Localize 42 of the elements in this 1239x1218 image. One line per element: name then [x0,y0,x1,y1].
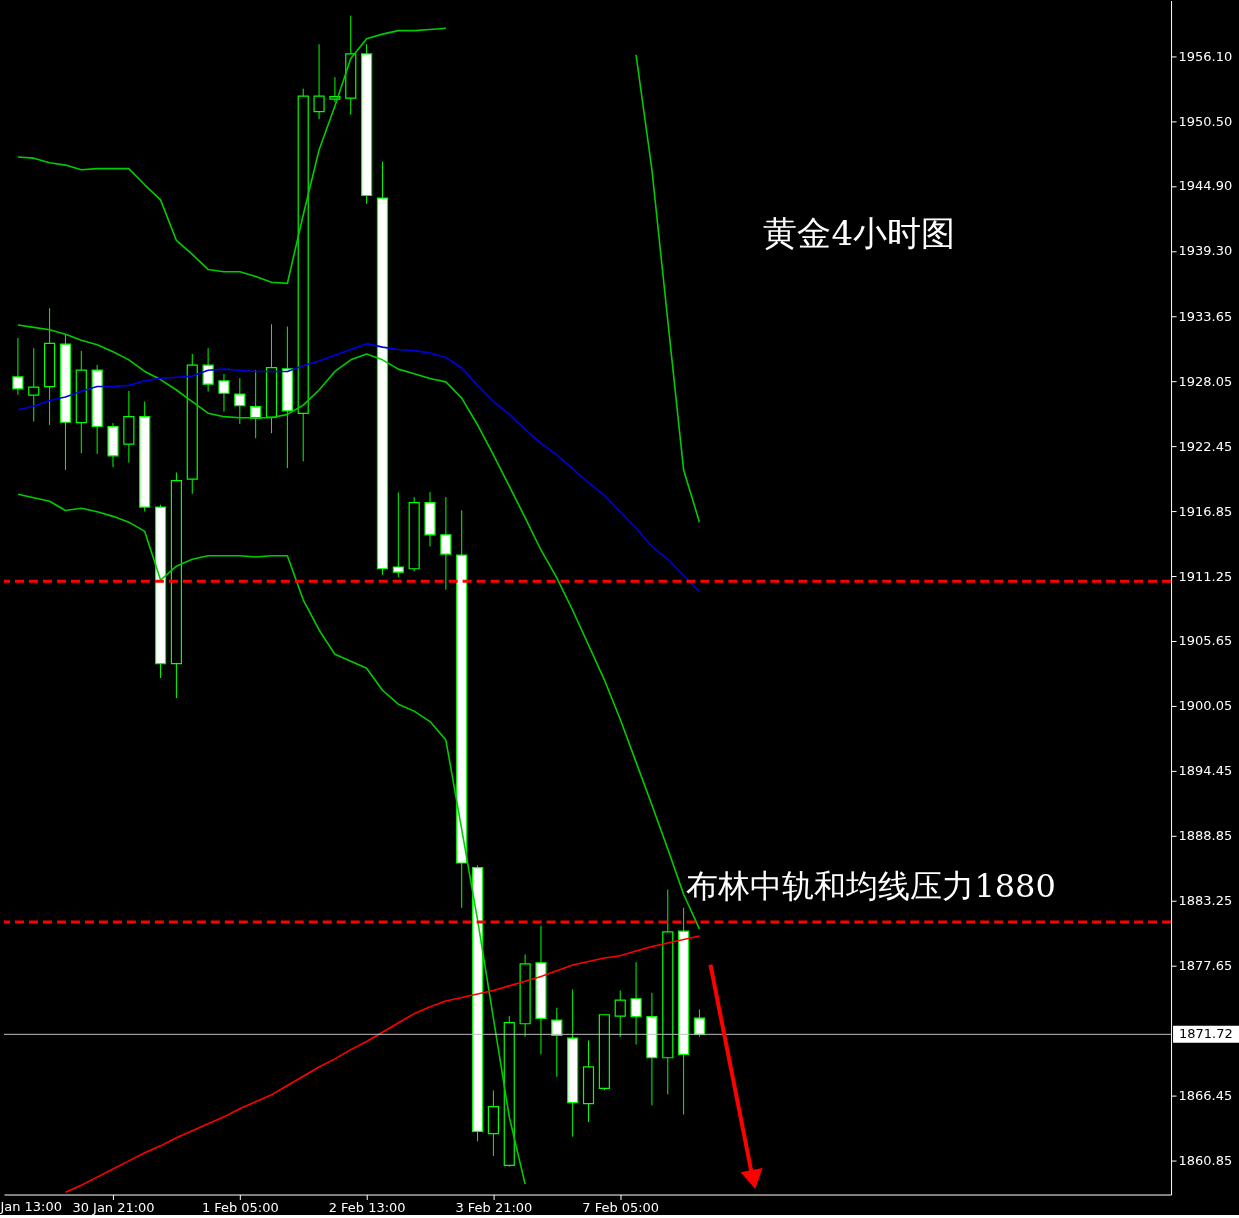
candlestick [630,961,642,1045]
x-tick-label: 1 Feb 05:00 [201,1200,279,1216]
y-tick-label: 1933.65 [1178,308,1233,324]
candlestick [12,337,24,396]
y-tick-label: 1916.85 [1178,503,1233,519]
candlestick [329,76,341,103]
x-tick-label: 30 Jan 21:00 [72,1200,155,1216]
text: 黄金4小时图 [763,213,956,254]
ref-line-label: 1871.72 [1179,1026,1233,1042]
candlestick [440,496,452,591]
line-series [17,342,701,593]
candlestick [28,347,40,423]
y-tick-label: 1944.90 [1178,178,1233,194]
y-tick-label: 1860.85 [1178,1152,1233,1168]
x-tick-label: 3 Feb 21:00 [455,1200,533,1216]
text: Jan 13:00 [0,1198,62,1214]
y-tick-label: 1956.10 [1178,48,1233,64]
y-tick-label: 1894.45 [1178,763,1233,779]
candlestick [614,990,626,1038]
x-tick-label: 7 Feb 05:00 [582,1200,660,1216]
line-series [64,935,701,1194]
candlestick [392,491,404,578]
annotation: 布林中轨和均线压力1880 [686,866,1056,905]
line-series [17,493,526,1185]
candlestick [551,1007,563,1078]
y-tick-label: 1905.65 [1178,633,1233,649]
candlestick [218,373,230,413]
y-tick-label: 1950.50 [1178,113,1233,129]
y-tick-label: 1939.30 [1178,243,1233,259]
y-tick-label: 1911.25 [1178,568,1233,584]
y-tick-label: 1900.05 [1178,698,1233,714]
y-tick-label: 1928.05 [1178,373,1233,389]
y-tick-label: 1883.25 [1178,893,1233,909]
candlestick [693,1009,706,1038]
y-tick-label: 1888.85 [1178,828,1233,844]
candlestick [234,377,246,425]
candlestick [313,43,325,120]
y-tick-label: 1922.45 [1178,438,1233,454]
x-tick-label: 2 Feb 13:00 [328,1200,406,1216]
y-tick-label: 1866.45 [1178,1087,1233,1103]
y-tick-label: 1877.65 [1178,958,1233,974]
candlestick [202,347,214,393]
